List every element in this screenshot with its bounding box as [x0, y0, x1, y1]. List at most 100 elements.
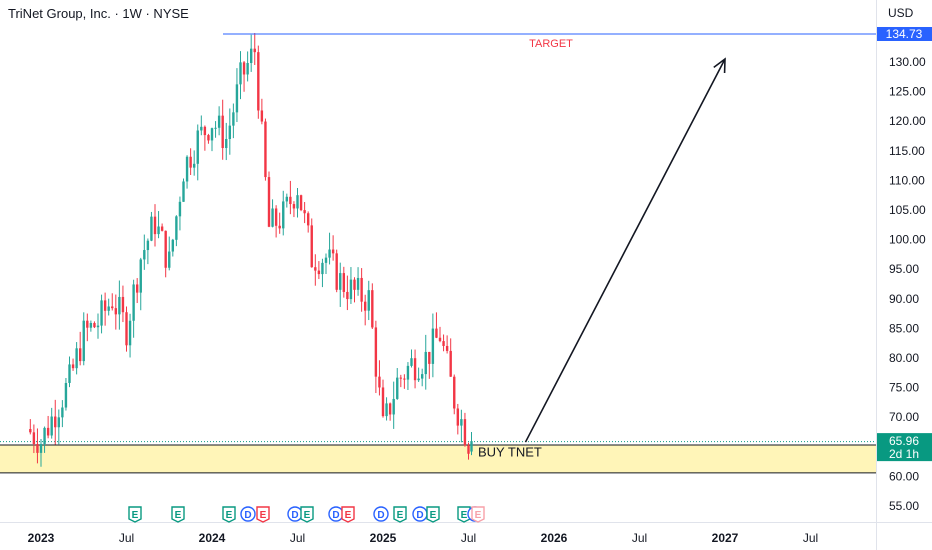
candle-body: [217, 115, 221, 128]
event-badge-E[interactable]: E: [393, 506, 407, 523]
candle-body: [132, 284, 135, 321]
buy-label: BUY TNET: [478, 444, 542, 459]
svg-text:E: E: [260, 510, 267, 521]
price-axis[interactable]: 55.0060.0065.0070.0075.0080.0085.0090.00…: [889, 55, 926, 513]
candle-body: [413, 358, 417, 381]
projection-arrow-head: [713, 57, 726, 74]
candle-body: [460, 419, 463, 426]
projection-arrow[interactable]: [524, 58, 726, 443]
candle-body: [424, 351, 427, 375]
candle-body: [399, 377, 403, 379]
candle-body: [232, 112, 235, 126]
candle-body: [453, 376, 456, 409]
price-tick-label: 125.00: [889, 85, 926, 99]
event-badge-E[interactable]: E: [128, 506, 142, 523]
candle-body: [321, 262, 324, 275]
event-badge-E[interactable]: E: [341, 506, 355, 523]
candle-body: [431, 328, 435, 364]
candle-body: [210, 128, 214, 141]
svg-text:65.96: 65.96: [889, 434, 919, 448]
event-badge-E[interactable]: E: [300, 506, 314, 523]
price-tick-label: 115.00: [889, 144, 925, 158]
price-tick-label: 85.00: [889, 321, 919, 335]
event-badge-E[interactable]: E: [426, 506, 440, 523]
candle-body: [274, 208, 278, 226]
candle-body: [68, 364, 71, 383]
candle-body: [328, 249, 331, 258]
currency-label[interactable]: USD: [888, 6, 914, 20]
candle-body: [378, 376, 381, 388]
candle-body: [203, 126, 207, 136]
candle-body: [303, 210, 306, 214]
candle-body: [61, 407, 64, 418]
candle-body: [200, 126, 203, 131]
candle-body: [324, 257, 328, 263]
event-badge-E[interactable]: E: [471, 506, 485, 523]
candle-body: [189, 156, 192, 168]
candle-body: [406, 365, 410, 380]
time-tick-label: Jul: [803, 531, 818, 545]
price-tick-label: 55.00: [889, 499, 919, 513]
candle-body: [392, 398, 395, 415]
candle-body: [253, 48, 256, 53]
symbol-title[interactable]: TriNet Group, Inc. · 1W · NYSE: [8, 6, 189, 21]
candle-body: [442, 341, 445, 346]
buy-zone-rectangle[interactable]: [0, 445, 876, 473]
candle-body: [449, 350, 452, 377]
candle-body: [46, 427, 50, 436]
event-badge-D[interactable]: D: [240, 506, 256, 522]
event-badge-D[interactable]: D: [287, 506, 303, 522]
candle-body: [239, 62, 242, 85]
event-badge-E[interactable]: E: [222, 506, 236, 523]
candle-body: [235, 84, 239, 113]
event-badge-D[interactable]: D: [328, 506, 344, 522]
candle-body: [160, 226, 164, 231]
candle-body: [349, 279, 353, 300]
candle-body: [367, 290, 370, 311]
svg-text:E: E: [226, 510, 233, 521]
svg-text:E: E: [430, 510, 437, 521]
candle-body: [96, 325, 100, 328]
candle-body: [396, 377, 399, 399]
event-badge-E[interactable]: E: [171, 506, 185, 523]
candle-body: [207, 135, 210, 141]
candle-body: [82, 320, 85, 362]
time-tick-label: Jul: [119, 531, 134, 545]
candle-body: [196, 130, 199, 164]
svg-text:E: E: [175, 510, 182, 521]
svg-text:E: E: [132, 510, 139, 521]
svg-text:D: D: [416, 510, 423, 521]
event-badge-D[interactable]: D: [412, 506, 428, 522]
candle-body: [125, 312, 128, 346]
candle-body: [445, 345, 449, 351]
candle-body: [463, 419, 467, 446]
candle-body: [221, 115, 224, 149]
candle-body: [299, 195, 303, 211]
svg-text:134.73: 134.73: [886, 27, 923, 41]
candle-body: [32, 432, 36, 445]
time-tick-label: 2027: [712, 531, 739, 545]
candle-body: [225, 139, 228, 149]
price-tick-label: 90.00: [889, 292, 919, 306]
event-badge-E[interactable]: E: [256, 506, 270, 523]
time-tick-label: 2024: [199, 531, 226, 545]
candle-body: [371, 290, 374, 328]
price-tick-label: 80.00: [889, 351, 919, 365]
candle-body: [246, 63, 249, 75]
event-badge-E[interactable]: E: [457, 506, 471, 523]
svg-text:2d 1h: 2d 1h: [889, 447, 919, 461]
candle-body: [153, 216, 157, 235]
candle-body: [118, 296, 121, 315]
time-tick-label: Jul: [632, 531, 647, 545]
candle-body: [29, 429, 32, 433]
candle-body: [121, 296, 125, 313]
candle-body: [428, 351, 431, 364]
event-badge-D[interactable]: D: [373, 506, 389, 522]
time-axis[interactable]: 2023 Jul 2024 Jul 2025 Jul 2026 Jul 2027 Jul: [28, 531, 819, 545]
target-price-tag: 134.73: [877, 26, 932, 41]
candle-body: [168, 251, 171, 268]
svg-text:E: E: [397, 510, 404, 521]
candle-body: [150, 216, 153, 241]
candle-body: [175, 216, 178, 240]
